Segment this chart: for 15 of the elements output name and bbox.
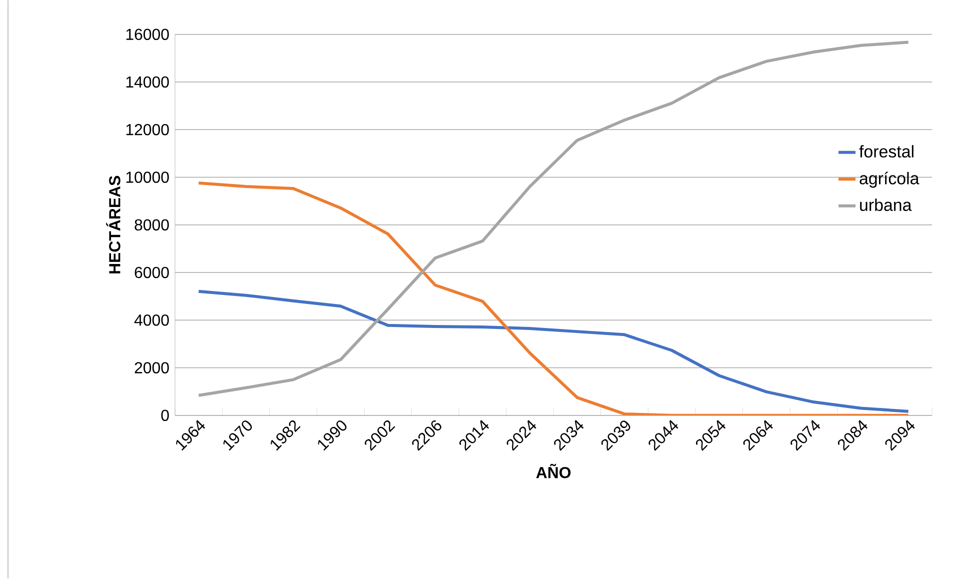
y-tick-label: 12000 (126, 124, 169, 136)
y-tick-label: 8000 (134, 219, 169, 231)
y-tick-label: 4000 (134, 314, 169, 326)
legend-label: agrícola (860, 172, 920, 188)
y-tick-label: 0 (161, 410, 169, 422)
legend-label: urbana (860, 198, 912, 212)
y-tick-label: 2000 (134, 362, 169, 374)
y-tick-label: 16000 (126, 28, 169, 40)
legend-label: forestal (859, 145, 914, 158)
x-axis-title: AÑO (536, 464, 571, 478)
y-tick-label: 14000 (126, 76, 169, 88)
line-series (197, 290, 910, 413)
y-tick-label: 6000 (134, 266, 169, 278)
y-tick-label: 10000 (126, 172, 169, 184)
y-axis-title: HECTÁREAS (106, 176, 120, 274)
